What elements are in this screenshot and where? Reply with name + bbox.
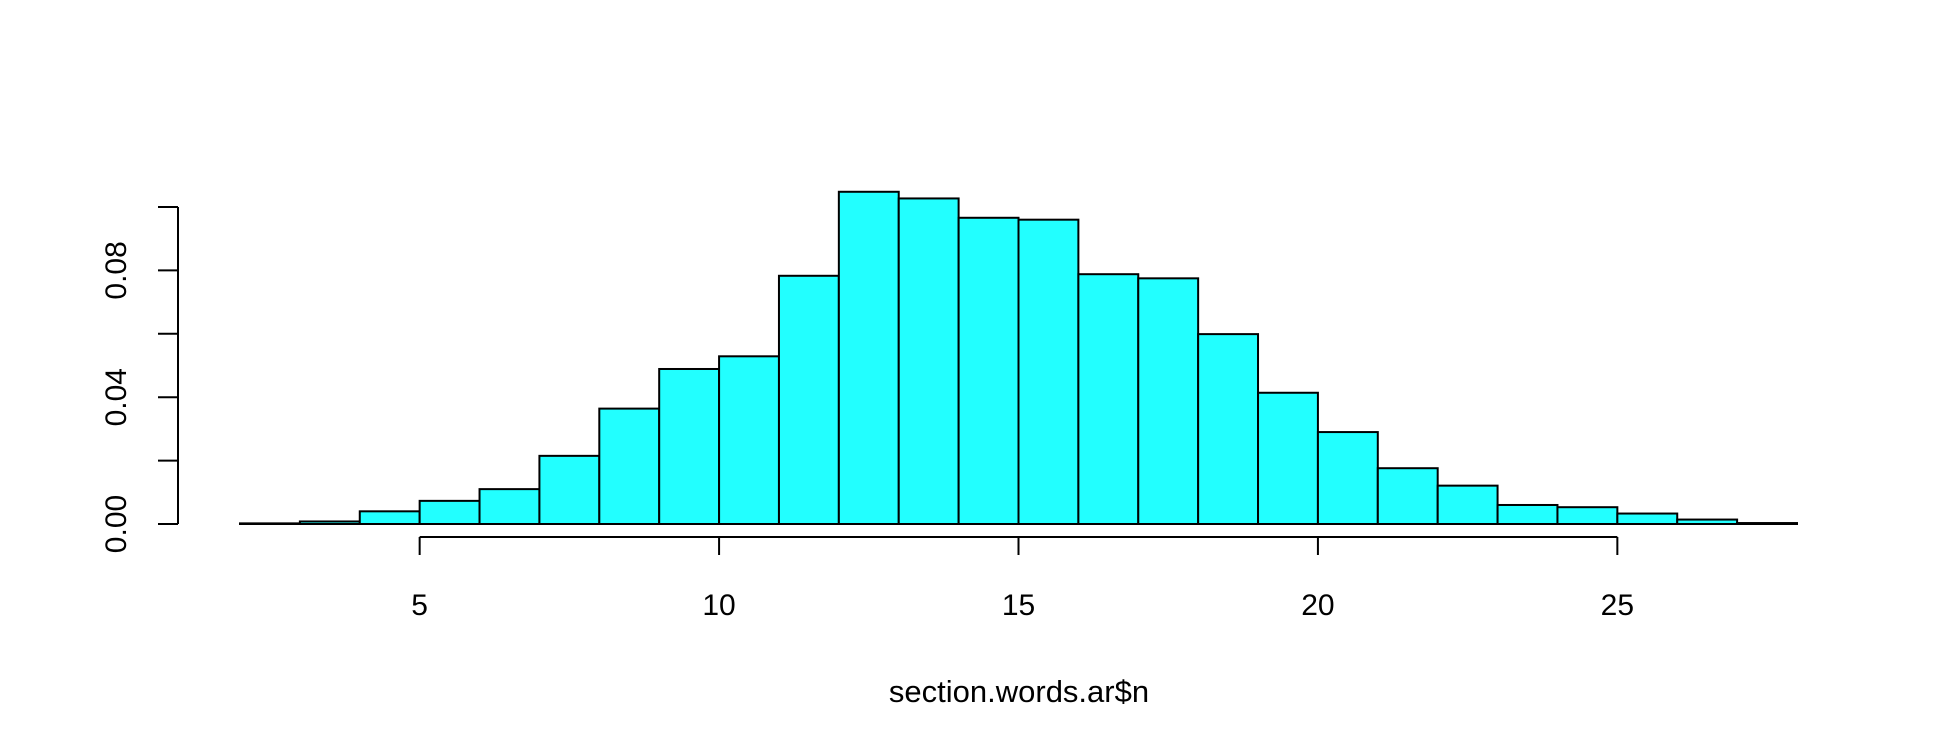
histogram-bar [1077,273,1140,526]
histogram-bar [1436,484,1499,526]
histogram-bar [1376,467,1439,525]
histogram-bar [1736,522,1798,525]
histogram-bar [957,216,1020,525]
x-tick-label: 25 [1601,589,1634,622]
histogram-bar [897,197,960,525]
y-axis: 0.00 0.04 0.08 [100,206,179,553]
x-tick-label: 10 [702,589,735,622]
histogram-bar [1316,431,1379,526]
x-tick-label: 15 [1002,589,1035,622]
histogram-bar [658,367,721,525]
histogram-bar [478,488,541,526]
histogram-bar [538,454,601,526]
histogram-bar [1496,503,1559,526]
x-tick-label: 20 [1301,589,1334,622]
histogram-bar [1556,506,1619,526]
histogram-bar [598,407,661,525]
histogram-bar [358,510,421,526]
histogram-bar [1616,512,1679,525]
histogram-bar [298,520,361,526]
x-axis-title: section.words.ar$n [889,674,1149,709]
histogram-bar [718,355,780,525]
histogram-bar [1257,391,1319,526]
histogram-bar [1676,518,1739,525]
histogram-bar [1137,277,1200,525]
histogram-bar [1197,333,1260,525]
histogram-bar [1017,218,1080,525]
histogram-bar [837,190,900,525]
x-axis: 5 10 15 20 25 [411,536,1634,622]
y-tick-label: 0.00 [100,495,133,553]
histogram-bar [777,274,840,526]
x-tick-label: 5 [411,589,428,622]
y-tick-label: 0.08 [100,241,133,299]
y-tick-label: 0.04 [100,368,133,426]
histogram-bar [418,499,481,525]
bars-layer [239,190,1798,526]
histogram-bar [239,522,301,525]
